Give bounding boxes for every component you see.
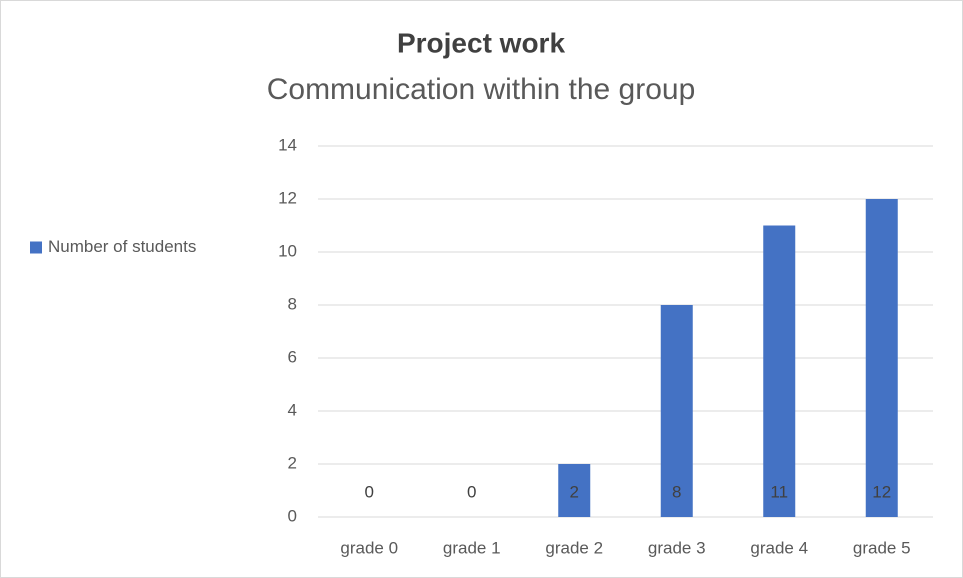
chart-title: Project work bbox=[397, 27, 565, 58]
y-tick-label: 2 bbox=[288, 453, 297, 472]
y-tick-label: 8 bbox=[288, 294, 297, 313]
chart-subtitle: Communication within the group bbox=[267, 73, 696, 106]
x-tick-label: grade 3 bbox=[648, 538, 706, 557]
x-tick-label: grade 4 bbox=[750, 538, 808, 557]
y-tick-label: 4 bbox=[288, 400, 297, 419]
bar bbox=[558, 464, 591, 517]
legend-swatch bbox=[30, 241, 42, 254]
y-tick-label: 6 bbox=[288, 347, 297, 366]
bar bbox=[660, 305, 693, 517]
data-label: 11 bbox=[770, 482, 788, 501]
x-tick-label: grade 5 bbox=[853, 538, 911, 557]
data-label: 2 bbox=[570, 482, 579, 501]
y-tick-label: 12 bbox=[278, 188, 297, 207]
bar bbox=[865, 199, 898, 517]
legend-label: Number of students bbox=[48, 237, 196, 256]
data-label: 0 bbox=[365, 482, 374, 501]
data-label: 12 bbox=[872, 482, 891, 501]
x-tick-label: grade 0 bbox=[340, 538, 398, 557]
x-tick-label: grade 2 bbox=[545, 538, 603, 557]
y-tick-label: 14 bbox=[278, 135, 297, 154]
x-tick-label: grade 1 bbox=[443, 538, 501, 557]
y-tick-label: 10 bbox=[278, 241, 297, 260]
bar bbox=[763, 225, 796, 517]
data-label: 0 bbox=[467, 482, 476, 501]
y-tick-label: 0 bbox=[288, 506, 297, 525]
data-label: 8 bbox=[672, 482, 681, 501]
